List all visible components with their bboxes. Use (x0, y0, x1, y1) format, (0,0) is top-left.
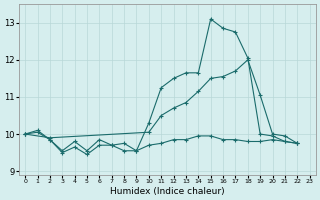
X-axis label: Humidex (Indice chaleur): Humidex (Indice chaleur) (110, 187, 225, 196)
